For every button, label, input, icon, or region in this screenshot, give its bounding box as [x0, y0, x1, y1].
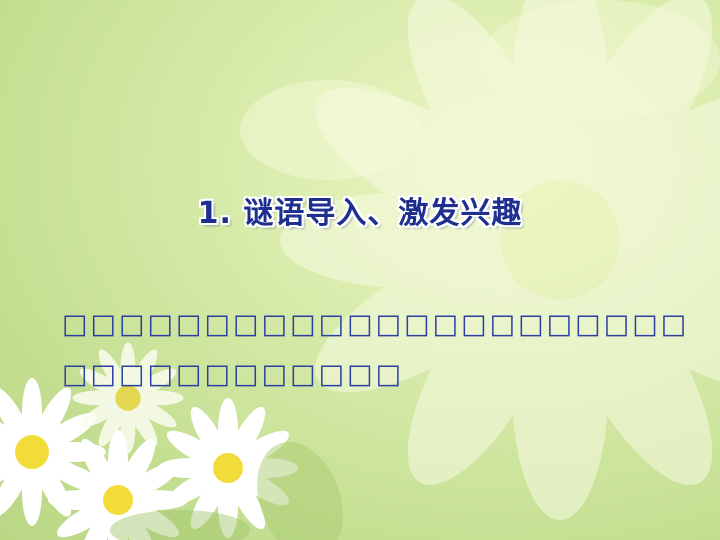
body-text-line: □□□□□□□□□□□□□□□□□□□□□□: [62, 309, 690, 340]
small-daisy-decoration: [72, 342, 184, 454]
slide-body-text: □□□□□□□□□□□□□□□□□□□□□□ □□□□□□□□□□□□: [62, 300, 692, 400]
large-daisy-decoration: [280, 0, 720, 520]
body-text-line: □□□□□□□□□□□□: [62, 359, 405, 390]
small-daisy-decoration: [48, 430, 188, 540]
slide-title: 1. 谜语导入、激发兴趣: [197, 196, 523, 231]
